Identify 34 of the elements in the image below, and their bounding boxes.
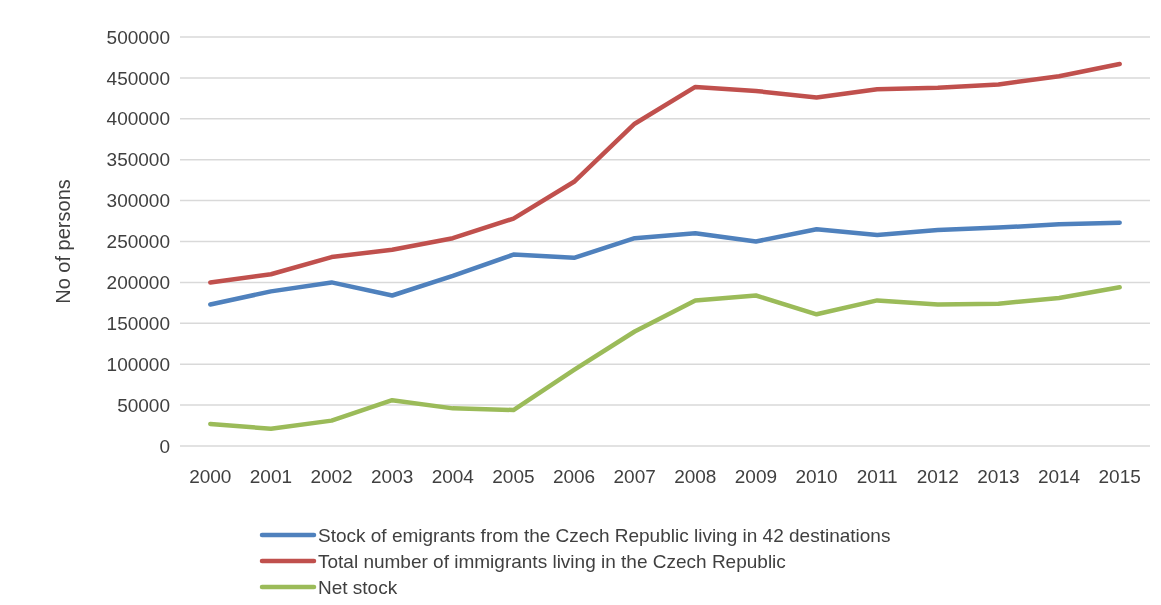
x-tick-label: 2011 — [856, 466, 898, 487]
x-tick-label: 2010 — [795, 466, 838, 487]
x-tick-label: 2008 — [674, 466, 717, 487]
y-tick-label: 0 — [159, 435, 170, 457]
x-tick-label: 2003 — [371, 466, 414, 487]
y-axis-title: No of persons — [52, 179, 74, 304]
line-series — [208, 61, 1122, 285]
x-tick-label: 2001 — [249, 466, 293, 487]
y-tick-label: 200000 — [106, 272, 170, 294]
x-tick-label: 2013 — [977, 466, 1020, 487]
x-tick-label: 2007 — [613, 466, 656, 487]
legend-label: Net stock — [318, 576, 398, 598]
y-tick-label: 300000 — [106, 190, 170, 212]
x-tick-label: 2004 — [431, 466, 475, 487]
x-tick-label: 2005 — [492, 466, 535, 487]
y-tick-label: 100000 — [106, 353, 170, 375]
legend-label: Total number of immigrants living in the Czech Republic — [318, 550, 786, 572]
y-tick-label: 150000 — [106, 312, 170, 334]
y-tick-label: 50000 — [117, 394, 170, 416]
y-tick-label: 350000 — [106, 149, 170, 171]
x-tick-label: 2009 — [734, 466, 778, 487]
x-tick-label: 2002 — [310, 466, 353, 487]
x-tick-label: 2014 — [1037, 466, 1081, 487]
y-tick-label: 500000 — [106, 26, 170, 48]
line-series — [208, 220, 1122, 307]
y-tick-label: 250000 — [106, 231, 170, 253]
x-tick-label: 2000 — [189, 466, 232, 487]
line-series — [208, 285, 1122, 432]
x-tick-label: 2012 — [916, 466, 959, 487]
legend-label: Stock of emigrants from the Czech Republic living in 42 destinations — [318, 524, 891, 546]
x-tick-label: 2015 — [1098, 466, 1141, 487]
y-tick-label: 400000 — [106, 108, 170, 130]
y-tick-label: 450000 — [106, 67, 170, 89]
x-tick-label: 2006 — [552, 466, 596, 487]
